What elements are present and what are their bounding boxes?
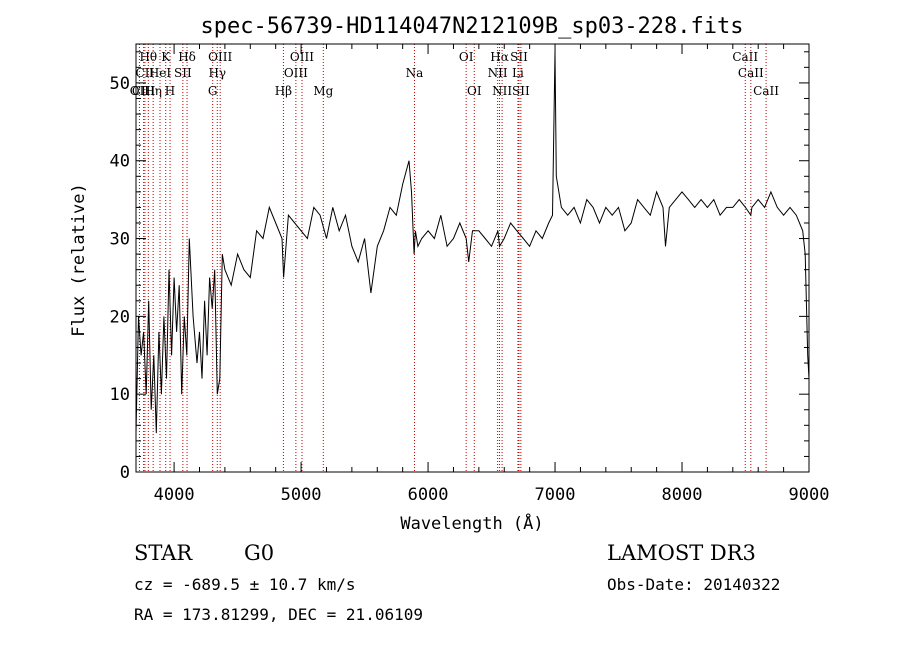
- x-axis-ticks: 4000 5000 6000 7000 8000 9000: [154, 44, 830, 505]
- line-marker-label: Hα: [490, 50, 509, 64]
- y-tick-label: 0: [120, 463, 130, 483]
- spectrum-line: [135, 51, 810, 434]
- object-subclass: G0: [244, 541, 275, 565]
- line-marker-label: Hβ: [275, 84, 292, 98]
- line-marker-label: SII: [174, 66, 192, 80]
- x-tick-label: 8000: [662, 485, 703, 505]
- plot-frame: [135, 43, 810, 473]
- line-marker-label: HeI: [149, 66, 172, 80]
- line-marker-label: CaII: [753, 84, 779, 98]
- line-marker-label: SII: [510, 50, 528, 64]
- line-marker-label: H: [165, 84, 175, 98]
- line-marker-label: NII: [492, 84, 512, 98]
- observation-date: Obs-Date: 20140322: [607, 575, 781, 594]
- line-marker-label: NII: [488, 66, 508, 80]
- y-axis-label: Flux (relative): [69, 183, 89, 337]
- sky-coordinates: RA = 173.81299, DEC = 21.06109: [134, 605, 423, 624]
- line-marker-label: Hγ: [208, 66, 226, 80]
- object-class: STAR: [134, 541, 193, 565]
- line-marker-label: Hη: [144, 84, 162, 98]
- line-marker-label: G: [208, 84, 218, 98]
- line-marker-label: CII: [136, 66, 155, 80]
- line-marker-label: CaII: [732, 50, 758, 64]
- line-marker-label: OI: [467, 84, 482, 98]
- y-tick-label: 40: [110, 152, 130, 172]
- chart-title: spec-56739-HD114047N212109B_sp03-228.fit…: [200, 14, 743, 39]
- y-tick-label: 50: [110, 74, 130, 94]
- line-marker-label: SII: [512, 84, 530, 98]
- y-tick-label: 20: [110, 307, 130, 327]
- line-marker-label: Li: [512, 66, 524, 80]
- line-marker-label: K: [161, 50, 171, 64]
- line-marker-label: OII: [130, 84, 150, 98]
- line-marker-label: OIII: [290, 50, 314, 64]
- line-marker-label: OIII: [208, 50, 232, 64]
- y-axis-ticks: 0 10 20 30 40 50: [110, 51, 809, 483]
- line-marker-label: CIII: [132, 84, 156, 98]
- x-tick-label: 5000: [281, 485, 322, 505]
- line-marker-label: OIII: [284, 66, 308, 80]
- line-marker-label: OI: [459, 50, 474, 64]
- line-marker-label: Mg: [313, 84, 333, 98]
- x-tick-label: 4000: [154, 485, 195, 505]
- y-tick-label: 30: [110, 230, 130, 250]
- x-tick-label: 7000: [535, 485, 576, 505]
- line-marker-label: Na: [406, 66, 424, 80]
- x-tick-label: 9000: [789, 485, 830, 505]
- survey-label: LAMOST DR3: [607, 541, 756, 565]
- line-marker-label: Hθ: [139, 50, 157, 64]
- line-marker-label: CaII: [738, 66, 764, 80]
- redshift-velocity: cz = -689.5 ± 10.7 km/s: [134, 575, 356, 594]
- x-axis-label: Wavelength (Å): [400, 512, 543, 534]
- x-tick-label: 6000: [408, 485, 449, 505]
- y-tick-label: 10: [110, 385, 130, 405]
- line-marker-label: Hδ: [178, 50, 196, 64]
